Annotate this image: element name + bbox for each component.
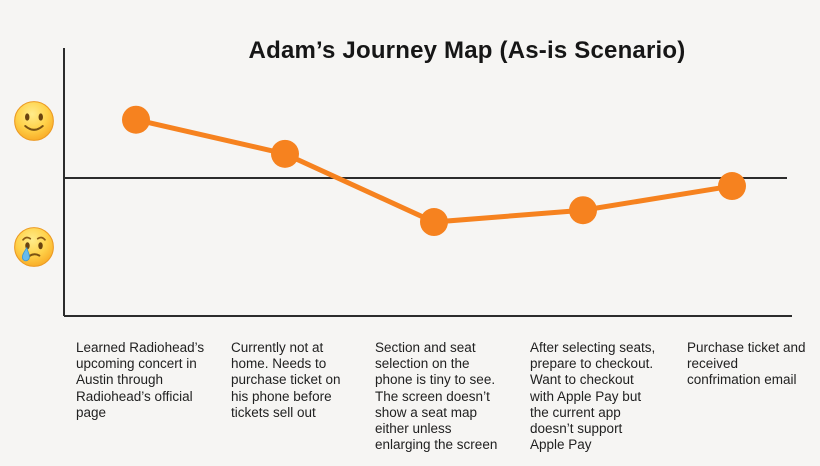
crying-face-emoji-icon <box>13 226 55 268</box>
journey-point-1 <box>122 105 150 134</box>
journey-line <box>135 117 733 225</box>
step-description-4: After selecting seats, prepare to checko… <box>530 340 656 453</box>
step-description-2: Currently not at home. Needs to purchase… <box>231 340 341 420</box>
journey-point-4 <box>569 196 597 225</box>
journey-point-3 <box>420 208 448 237</box>
step-description-1: Learned Radiohead’s upcoming concert in … <box>76 340 205 420</box>
step-description-3: Section and seat selection on the phone … <box>375 340 498 453</box>
step-description-5: Purchase ticket and received confrimatio… <box>687 340 806 388</box>
slightly-smiling-face-emoji-icon <box>13 100 55 142</box>
journey-point-5 <box>718 172 746 201</box>
journey-point-2 <box>271 139 299 168</box>
chart-title: Adam’s Journey Map (As-is Scenario) <box>248 37 686 64</box>
